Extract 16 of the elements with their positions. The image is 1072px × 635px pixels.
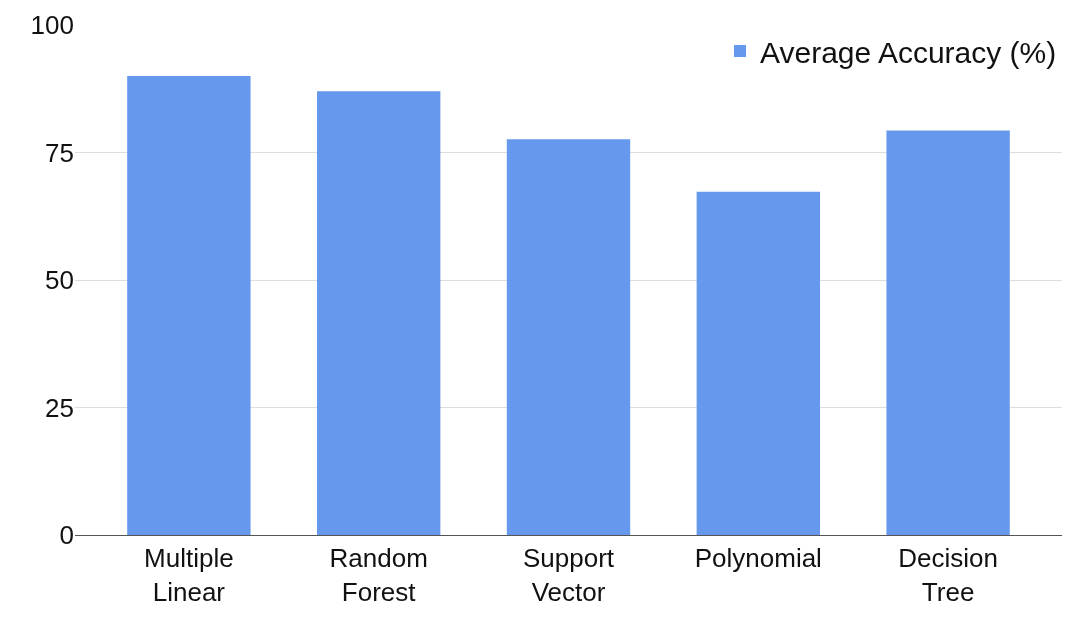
legend-label: Average Accuracy (%) [760, 35, 1057, 69]
x-tick-label: Support Vector [522, 543, 615, 607]
y-tick-label: 75 [45, 137, 74, 168]
bar [506, 139, 631, 535]
x-tick-label: Decision Tree [898, 543, 998, 607]
y-tick-label: 0 [59, 520, 74, 551]
bar [696, 191, 820, 535]
x-tick-label: Polynomial [694, 543, 822, 574]
bar [127, 76, 251, 535]
bar [886, 130, 1010, 535]
y-tick-label: 25 [45, 392, 74, 423]
x-tick-label: Multiple Linear [144, 543, 234, 607]
y-tick-label: 50 [45, 265, 74, 296]
bar [317, 91, 441, 535]
x-tick-label: Random Forest [329, 543, 428, 607]
y-tick-label: 100 [30, 10, 74, 41]
